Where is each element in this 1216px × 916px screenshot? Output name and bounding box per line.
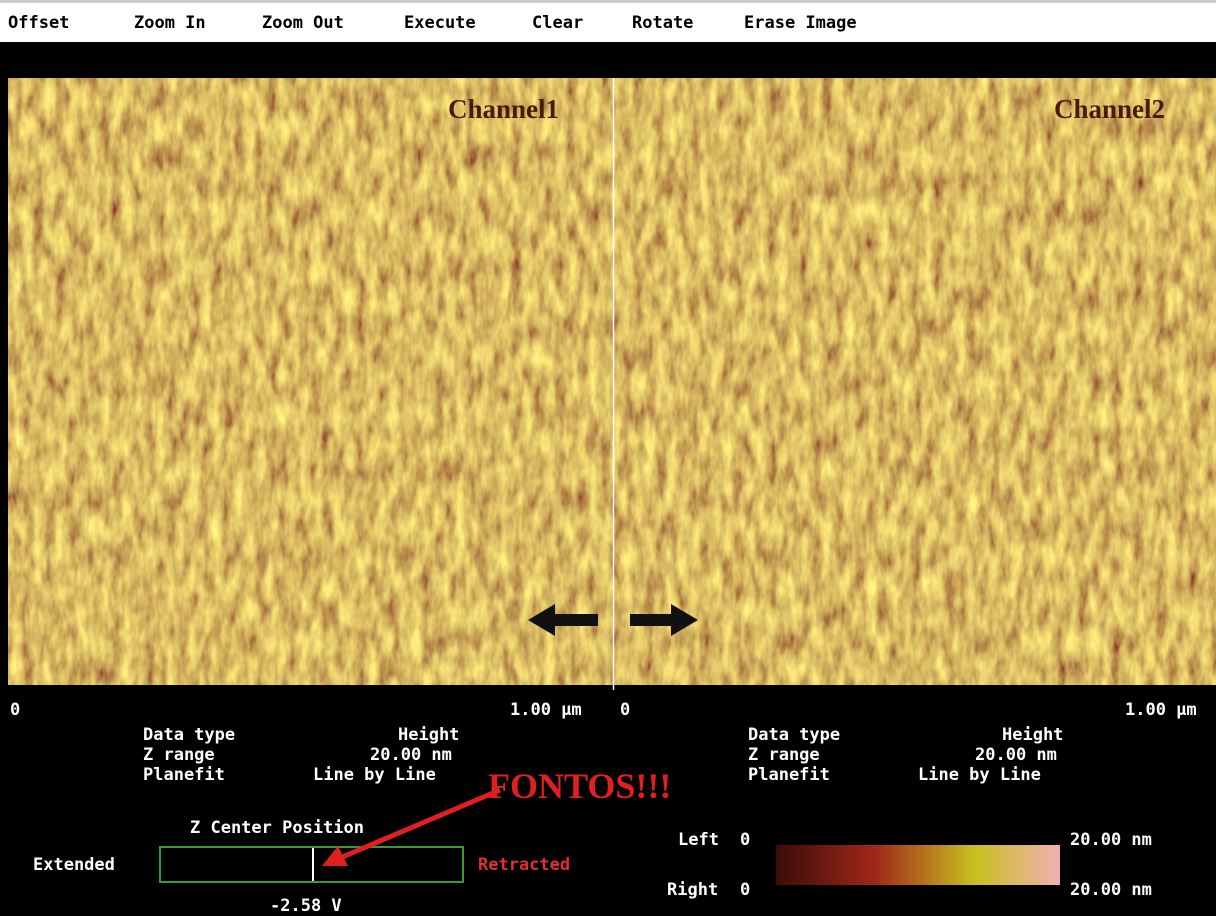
scale-label: Right	[667, 880, 718, 900]
scale-max: 20.00 nm	[1070, 880, 1152, 900]
info-label: Data type	[748, 725, 840, 745]
info-value: Line by Line	[918, 765, 1041, 785]
scale-end: 1.00 µm	[1125, 700, 1197, 720]
info-label: Planefit	[748, 765, 830, 785]
channel-label: Channel2	[1054, 94, 1165, 125]
color-bar	[776, 845, 1060, 885]
scale-label: Left	[678, 830, 719, 850]
info-value: Line by Line	[313, 765, 436, 785]
afm-window: Offset Zoom In Zoom Out Execute Clear Ro…	[0, 0, 1216, 912]
scale-min: 0	[740, 880, 750, 900]
z-extended: Extended	[33, 855, 115, 875]
info-label: Data type	[143, 725, 235, 745]
info-label: Planefit	[143, 765, 225, 785]
scale-start: 0	[10, 700, 20, 720]
info-value: 20.00 nm	[370, 745, 452, 765]
info-label: Z range	[143, 745, 215, 765]
z-retracted: Retracted	[478, 855, 570, 875]
info-value: Height	[398, 725, 459, 745]
scale-start: 0	[620, 700, 630, 720]
info-value: 20.00 nm	[975, 745, 1057, 765]
channel-image	[614, 78, 1216, 685]
channel-label: Channel1	[448, 94, 559, 125]
annotation: FONTOS!!!	[488, 766, 671, 806]
z-value: -2.58 V	[270, 896, 342, 916]
info-label: Z range	[748, 745, 820, 765]
scale-end: 1.00 µm	[510, 700, 582, 720]
channel-image	[8, 78, 613, 685]
z-title: Z Center Position	[190, 818, 364, 838]
scale-max: 20.00 nm	[1070, 830, 1152, 850]
info-value: Height	[1002, 725, 1063, 745]
scale-min: 0	[740, 830, 750, 850]
z-position-box	[160, 847, 463, 882]
